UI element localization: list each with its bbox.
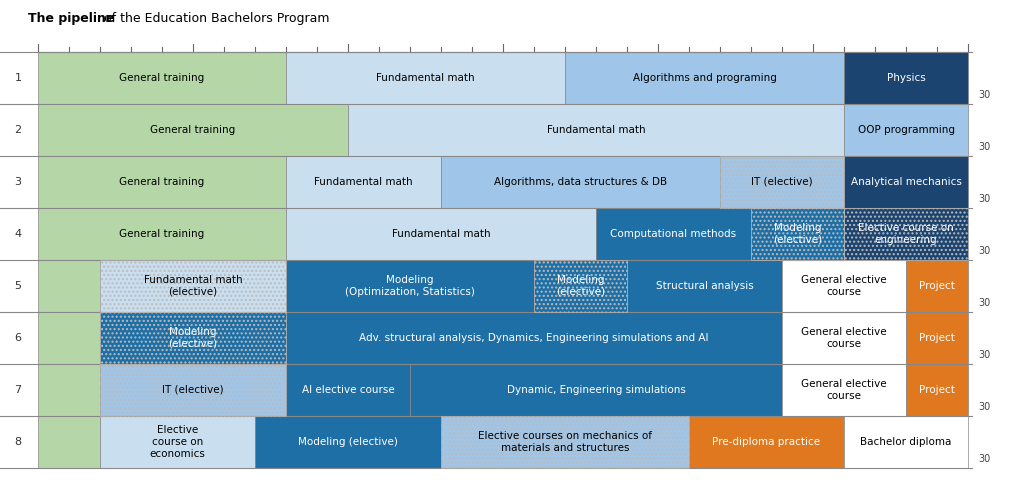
Text: Elective course on
engineering: Elective course on engineering: [858, 223, 954, 245]
Bar: [906, 364, 968, 416]
Bar: [751, 208, 844, 260]
Bar: [534, 260, 627, 312]
Text: Algorithms and programing: Algorithms and programing: [633, 73, 776, 83]
Text: General elective
course: General elective course: [801, 379, 887, 401]
Text: Project: Project: [920, 281, 955, 291]
Text: Bachelor diploma: Bachelor diploma: [860, 437, 951, 447]
Text: 30: 30: [978, 142, 990, 152]
Text: OOP programming: OOP programming: [857, 125, 954, 135]
Text: Dynamic, Engineering simulations: Dynamic, Engineering simulations: [507, 385, 685, 395]
Bar: [38, 416, 100, 468]
Text: Fundamental math: Fundamental math: [547, 125, 645, 135]
Bar: [534, 260, 627, 312]
Text: 2: 2: [14, 125, 22, 135]
Text: 30: 30: [978, 90, 990, 100]
Bar: [751, 208, 844, 260]
Text: Algorithms, data structures & DB: Algorithms, data structures & DB: [494, 177, 667, 187]
Text: IT (elective): IT (elective): [162, 385, 224, 395]
Text: General training: General training: [120, 177, 205, 187]
Text: Modeling
(elective): Modeling (elective): [773, 223, 822, 245]
Text: 1: 1: [14, 73, 22, 83]
Text: 6: 6: [14, 333, 22, 343]
Bar: [38, 260, 100, 312]
Text: Structural analysis: Structural analysis: [655, 281, 754, 291]
Text: Physics: Physics: [887, 73, 926, 83]
Text: Fundamental math
(elective): Fundamental math (elective): [143, 275, 243, 297]
Text: 30: 30: [978, 402, 990, 412]
Text: Fundamental math: Fundamental math: [392, 229, 490, 239]
Text: Modeling
(elective): Modeling (elective): [556, 275, 605, 297]
Text: of the Education Bachelors Program: of the Education Bachelors Program: [100, 12, 330, 25]
Text: General elective
course: General elective course: [801, 275, 887, 297]
Text: The pipeline: The pipeline: [28, 12, 115, 25]
Text: 3: 3: [14, 177, 22, 187]
Bar: [38, 312, 100, 364]
Text: Modeling (elective): Modeling (elective): [298, 437, 398, 447]
Text: AI elective course: AI elective course: [302, 385, 394, 395]
Text: Modeling
(Optimization, Statistics): Modeling (Optimization, Statistics): [345, 275, 475, 297]
Text: 4: 4: [14, 229, 22, 239]
Text: Adv. structural analysis, Dynamics, Engineering simulations and AI: Adv. structural analysis, Dynamics, Engi…: [359, 333, 709, 343]
Text: Project: Project: [920, 333, 955, 343]
Text: Elective
course on
economics: Elective course on economics: [150, 425, 206, 458]
Text: Fundamental math: Fundamental math: [376, 73, 475, 83]
Text: 30: 30: [978, 298, 990, 308]
Text: Project: Project: [920, 385, 955, 395]
Text: General training: General training: [151, 125, 236, 135]
Text: 7: 7: [14, 385, 22, 395]
Text: 30: 30: [978, 350, 990, 360]
Text: Pre-diploma practice: Pre-diploma practice: [713, 437, 820, 447]
Text: IT (elective): IT (elective): [752, 177, 813, 187]
Bar: [906, 312, 968, 364]
Text: Fundamental math: Fundamental math: [314, 177, 413, 187]
Bar: [906, 260, 968, 312]
Text: General training: General training: [120, 73, 205, 83]
Text: Elective courses on mechanics of
materials and structures: Elective courses on mechanics of materia…: [478, 431, 652, 453]
Text: 5: 5: [14, 281, 22, 291]
Text: 30: 30: [978, 246, 990, 256]
Text: 30: 30: [978, 454, 990, 464]
Text: Analytical mechanics: Analytical mechanics: [851, 177, 962, 187]
Text: General elective
course: General elective course: [801, 327, 887, 349]
Text: Modeling
(elective): Modeling (elective): [168, 327, 217, 349]
Text: General training: General training: [120, 229, 205, 239]
Text: 30: 30: [978, 194, 990, 204]
Bar: [38, 364, 100, 416]
Text: 8: 8: [14, 437, 22, 447]
Text: Computational methods: Computational methods: [610, 229, 736, 239]
